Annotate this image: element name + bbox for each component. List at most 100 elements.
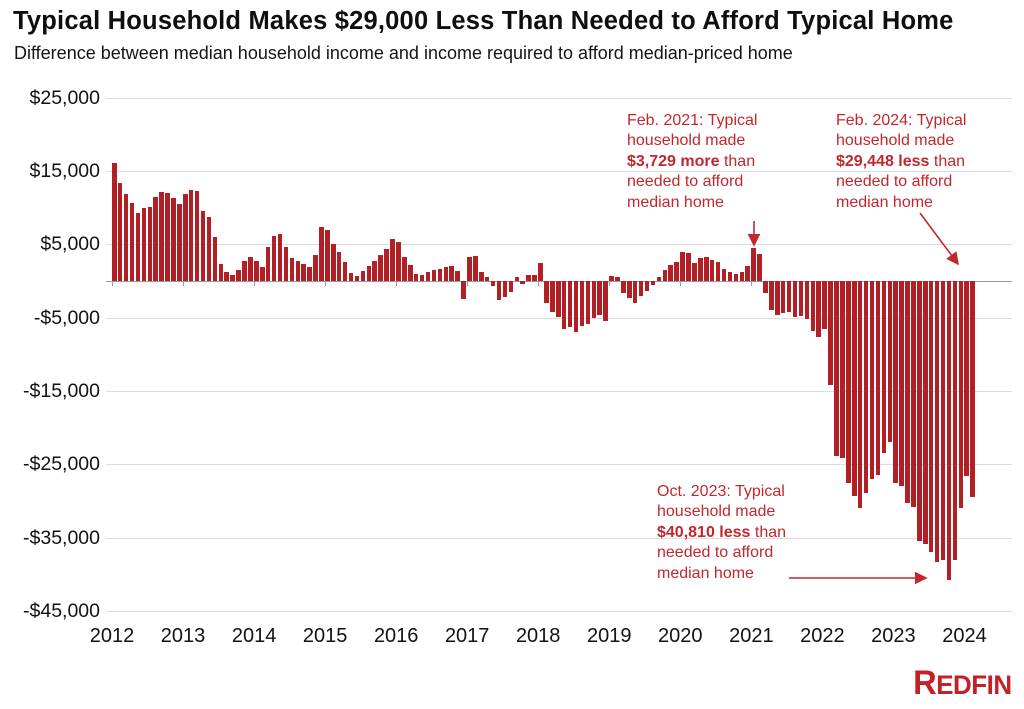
- bar: [911, 281, 916, 507]
- x-axis-tick-label: 2019: [587, 625, 632, 647]
- year-tick-mark: [467, 281, 469, 286]
- x-axis-tick-label: 2021: [729, 625, 774, 647]
- x-axis-tick-label: 2014: [231, 625, 277, 647]
- bar: [715, 261, 721, 281]
- chart-title: Typical Household Makes $29,000 Less Tha…: [13, 7, 954, 35]
- bar: [230, 275, 235, 281]
- year-tick-mark: [325, 281, 327, 286]
- bar: [295, 261, 301, 281]
- bar: [242, 260, 247, 281]
- year-tick-mark: [609, 281, 611, 286]
- bar: [662, 270, 668, 281]
- annotation-text: than needed to afford median home: [627, 152, 756, 211]
- annotation-feb-2024: Feb. 2024: Typical household made $29,44…: [836, 111, 994, 213]
- bar: [129, 202, 135, 281]
- bar: [869, 281, 875, 479]
- annotation-highlight: $3,729 more: [627, 152, 720, 170]
- bar: [265, 246, 271, 281]
- bar: [567, 281, 573, 328]
- bar: [769, 281, 774, 310]
- y-axis-tick-label: -$25,000: [23, 453, 100, 476]
- bar: [863, 281, 869, 493]
- y-axis-tick-label: $15,000: [29, 160, 101, 183]
- bar: [443, 267, 449, 281]
- bar: [212, 237, 218, 281]
- bar: [147, 206, 153, 281]
- gridline: [106, 171, 1012, 173]
- gridline: [106, 244, 1012, 246]
- bar: [313, 254, 318, 281]
- bar: [875, 281, 881, 476]
- bar: [840, 281, 845, 459]
- bar: [117, 182, 123, 281]
- bar: [378, 254, 383, 281]
- bar: [402, 256, 407, 281]
- bar: [905, 281, 910, 504]
- bar: [289, 258, 295, 281]
- bar: [603, 281, 608, 321]
- bar: [336, 252, 342, 281]
- bar: [686, 253, 691, 281]
- bar: [331, 243, 336, 281]
- x-axis-tick-label: 2022: [800, 625, 845, 647]
- chart-subtitle: Difference between median household inco…: [14, 43, 793, 63]
- bar: [455, 270, 460, 281]
- bar: [727, 272, 733, 281]
- bar: [526, 275, 531, 281]
- bar: [419, 275, 425, 281]
- gridline: [106, 610, 1012, 612]
- bar: [218, 264, 224, 281]
- bar: [271, 235, 277, 281]
- bar: [112, 162, 117, 281]
- x-axis-tick-label: 2023: [871, 625, 916, 647]
- year-tick-mark: [751, 281, 753, 286]
- bar: [194, 191, 200, 281]
- bar: [396, 242, 401, 281]
- bar: [597, 281, 602, 315]
- bar: [852, 281, 857, 496]
- bar: [425, 271, 431, 281]
- gridline: [106, 97, 1012, 99]
- bar: [431, 270, 437, 281]
- bar: [260, 267, 265, 281]
- bar: [413, 273, 419, 281]
- bar: [709, 259, 715, 281]
- bar: [745, 265, 750, 281]
- bar: [928, 281, 934, 552]
- bar: [775, 281, 780, 315]
- bar: [881, 281, 887, 454]
- bar: [828, 281, 833, 386]
- bar: [763, 281, 768, 293]
- bar: [780, 281, 786, 314]
- bar: [508, 281, 514, 292]
- bar: [520, 281, 525, 284]
- arrow-feb-2024: [919, 212, 959, 266]
- annotation-text: than needed to afford median home: [657, 523, 787, 582]
- bar: [550, 281, 555, 312]
- bar: [656, 277, 662, 281]
- y-axis-tick-label: $5,000: [40, 233, 100, 256]
- bar: [461, 281, 466, 300]
- bar: [585, 281, 591, 324]
- gridline: [106, 317, 1012, 319]
- bar: [532, 275, 537, 281]
- bar: [348, 272, 354, 281]
- bar: [135, 212, 141, 281]
- bar: [733, 274, 739, 281]
- bar: [467, 256, 472, 281]
- bar: [846, 281, 851, 483]
- x-axis-tick-label: 2013: [160, 625, 206, 647]
- x-axis-tick-label: 2015: [302, 625, 348, 647]
- bar: [301, 264, 306, 281]
- bar: [946, 281, 952, 581]
- bar: [692, 263, 697, 281]
- bar: [757, 253, 762, 281]
- bar: [490, 281, 496, 287]
- bar: [792, 281, 798, 317]
- bar: [650, 281, 656, 286]
- bar: [632, 281, 638, 303]
- bar: [183, 193, 188, 281]
- annotation-text: Feb. 2024: Typical household made: [836, 112, 967, 150]
- bar: [159, 191, 164, 281]
- bar: [123, 193, 129, 281]
